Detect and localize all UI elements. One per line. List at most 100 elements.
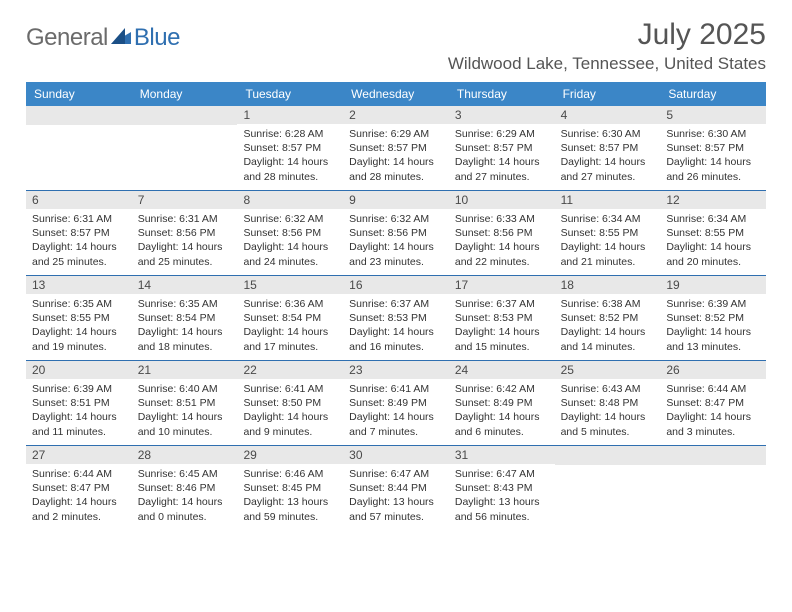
- title-block: July 2025 Wildwood Lake, Tennessee, Unit…: [448, 18, 766, 74]
- day-number: [26, 106, 132, 125]
- day-details: Sunrise: 6:40 AMSunset: 8:51 PMDaylight:…: [132, 379, 238, 445]
- sunset-text: Sunset: 8:57 PM: [455, 141, 549, 155]
- sunset-text: Sunset: 8:51 PM: [32, 396, 126, 410]
- calendar-day-cell: [555, 446, 661, 530]
- calendar-day-cell: 3Sunrise: 6:29 AMSunset: 8:57 PMDaylight…: [449, 106, 555, 190]
- day-details: Sunrise: 6:41 AMSunset: 8:50 PMDaylight:…: [237, 379, 343, 445]
- dow-cell: Sunday: [26, 82, 132, 106]
- day-details: Sunrise: 6:36 AMSunset: 8:54 PMDaylight:…: [237, 294, 343, 360]
- calendar-day-cell: 2Sunrise: 6:29 AMSunset: 8:57 PMDaylight…: [343, 106, 449, 190]
- day-details: Sunrise: 6:44 AMSunset: 8:47 PMDaylight:…: [660, 379, 766, 445]
- daylight-text: Daylight: 14 hours and 26 minutes.: [666, 155, 760, 183]
- location-subtitle: Wildwood Lake, Tennessee, United States: [448, 54, 766, 74]
- day-number: 30: [343, 446, 449, 464]
- day-details: Sunrise: 6:32 AMSunset: 8:56 PMDaylight:…: [343, 209, 449, 275]
- sunset-text: Sunset: 8:55 PM: [32, 311, 126, 325]
- day-number: 20: [26, 361, 132, 379]
- calendar-day-cell: 19Sunrise: 6:39 AMSunset: 8:52 PMDayligh…: [660, 276, 766, 360]
- day-details: Sunrise: 6:33 AMSunset: 8:56 PMDaylight:…: [449, 209, 555, 275]
- calendar-day-cell: 9Sunrise: 6:32 AMSunset: 8:56 PMDaylight…: [343, 191, 449, 275]
- day-number: [132, 106, 238, 125]
- calendar-day-cell: 10Sunrise: 6:33 AMSunset: 8:56 PMDayligh…: [449, 191, 555, 275]
- sunrise-text: Sunrise: 6:44 AM: [32, 467, 126, 481]
- calendar-day-cell: 18Sunrise: 6:38 AMSunset: 8:52 PMDayligh…: [555, 276, 661, 360]
- sunset-text: Sunset: 8:54 PM: [138, 311, 232, 325]
- sunset-text: Sunset: 8:56 PM: [455, 226, 549, 240]
- sunrise-text: Sunrise: 6:28 AM: [243, 127, 337, 141]
- sunrise-text: Sunrise: 6:32 AM: [349, 212, 443, 226]
- day-number: 22: [237, 361, 343, 379]
- daylight-text: Daylight: 14 hours and 18 minutes.: [138, 325, 232, 353]
- daylight-text: Daylight: 14 hours and 3 minutes.: [666, 410, 760, 438]
- sunset-text: Sunset: 8:53 PM: [349, 311, 443, 325]
- daylight-text: Daylight: 14 hours and 0 minutes.: [138, 495, 232, 523]
- day-number: 13: [26, 276, 132, 294]
- day-number: 8: [237, 191, 343, 209]
- sunrise-text: Sunrise: 6:47 AM: [455, 467, 549, 481]
- day-number: 25: [555, 361, 661, 379]
- day-details: Sunrise: 6:31 AMSunset: 8:57 PMDaylight:…: [26, 209, 132, 275]
- sunset-text: Sunset: 8:50 PM: [243, 396, 337, 410]
- sunset-text: Sunset: 8:53 PM: [455, 311, 549, 325]
- sunset-text: Sunset: 8:49 PM: [349, 396, 443, 410]
- daylight-text: Daylight: 14 hours and 28 minutes.: [243, 155, 337, 183]
- daylight-text: Daylight: 14 hours and 28 minutes.: [349, 155, 443, 183]
- calendar-day-cell: 14Sunrise: 6:35 AMSunset: 8:54 PMDayligh…: [132, 276, 238, 360]
- dow-cell: Thursday: [449, 82, 555, 106]
- sunrise-text: Sunrise: 6:41 AM: [349, 382, 443, 396]
- sunset-text: Sunset: 8:48 PM: [561, 396, 655, 410]
- day-number: 12: [660, 191, 766, 209]
- sunset-text: Sunset: 8:57 PM: [349, 141, 443, 155]
- sunrise-text: Sunrise: 6:41 AM: [243, 382, 337, 396]
- sunrise-text: Sunrise: 6:35 AM: [138, 297, 232, 311]
- day-number: 9: [343, 191, 449, 209]
- daylight-text: Daylight: 14 hours and 27 minutes.: [561, 155, 655, 183]
- calendar-day-cell: 22Sunrise: 6:41 AMSunset: 8:50 PMDayligh…: [237, 361, 343, 445]
- calendar-day-cell: 25Sunrise: 6:43 AMSunset: 8:48 PMDayligh…: [555, 361, 661, 445]
- sunset-text: Sunset: 8:55 PM: [666, 226, 760, 240]
- sunrise-text: Sunrise: 6:31 AM: [138, 212, 232, 226]
- sunset-text: Sunset: 8:47 PM: [666, 396, 760, 410]
- calendar-body: 1Sunrise: 6:28 AMSunset: 8:57 PMDaylight…: [26, 106, 766, 530]
- daylight-text: Daylight: 13 hours and 59 minutes.: [243, 495, 337, 523]
- sunset-text: Sunset: 8:52 PM: [561, 311, 655, 325]
- day-number: 23: [343, 361, 449, 379]
- daylight-text: Daylight: 14 hours and 19 minutes.: [32, 325, 126, 353]
- calendar-week-row: 13Sunrise: 6:35 AMSunset: 8:55 PMDayligh…: [26, 276, 766, 361]
- day-number: 19: [660, 276, 766, 294]
- dow-cell: Monday: [132, 82, 238, 106]
- sunset-text: Sunset: 8:56 PM: [349, 226, 443, 240]
- day-details: Sunrise: 6:43 AMSunset: 8:48 PMDaylight:…: [555, 379, 661, 445]
- daylight-text: Daylight: 14 hours and 27 minutes.: [455, 155, 549, 183]
- sunrise-text: Sunrise: 6:46 AM: [243, 467, 337, 481]
- sunrise-text: Sunrise: 6:32 AM: [243, 212, 337, 226]
- sunrise-text: Sunrise: 6:37 AM: [455, 297, 549, 311]
- day-number: 7: [132, 191, 238, 209]
- day-number: 4: [555, 106, 661, 124]
- day-details: [555, 465, 661, 525]
- daylight-text: Daylight: 14 hours and 15 minutes.: [455, 325, 549, 353]
- day-number: 18: [555, 276, 661, 294]
- day-number: 21: [132, 361, 238, 379]
- sunrise-text: Sunrise: 6:29 AM: [349, 127, 443, 141]
- sunrise-text: Sunrise: 6:33 AM: [455, 212, 549, 226]
- sunrise-text: Sunrise: 6:39 AM: [666, 297, 760, 311]
- day-details: Sunrise: 6:28 AMSunset: 8:57 PMDaylight:…: [237, 124, 343, 190]
- day-number: 6: [26, 191, 132, 209]
- brand-part2: Blue: [134, 24, 180, 52]
- brand-mark-icon: [111, 26, 133, 51]
- calendar-day-cell: 5Sunrise: 6:30 AMSunset: 8:57 PMDaylight…: [660, 106, 766, 190]
- day-details: Sunrise: 6:34 AMSunset: 8:55 PMDaylight:…: [555, 209, 661, 275]
- day-number: [555, 446, 661, 465]
- day-number: 31: [449, 446, 555, 464]
- day-details: Sunrise: 6:30 AMSunset: 8:57 PMDaylight:…: [660, 124, 766, 190]
- day-number: 3: [449, 106, 555, 124]
- sunset-text: Sunset: 8:56 PM: [138, 226, 232, 240]
- calendar-day-cell: 29Sunrise: 6:46 AMSunset: 8:45 PMDayligh…: [237, 446, 343, 530]
- daylight-text: Daylight: 14 hours and 13 minutes.: [666, 325, 760, 353]
- daylight-text: Daylight: 13 hours and 56 minutes.: [455, 495, 549, 523]
- sunrise-text: Sunrise: 6:34 AM: [561, 212, 655, 226]
- sunrise-text: Sunrise: 6:37 AM: [349, 297, 443, 311]
- daylight-text: Daylight: 14 hours and 22 minutes.: [455, 240, 549, 268]
- calendar-day-cell: 26Sunrise: 6:44 AMSunset: 8:47 PMDayligh…: [660, 361, 766, 445]
